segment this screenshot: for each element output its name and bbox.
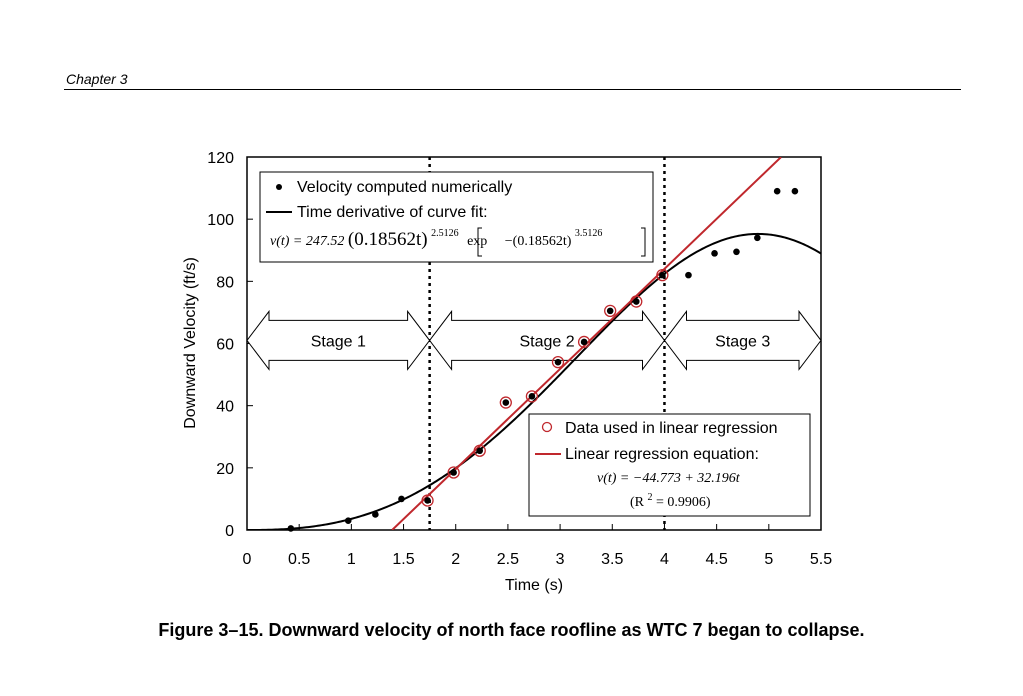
r2-close: = 0.9906)	[656, 495, 711, 510]
legend-open-circle-marker	[541, 421, 553, 433]
x-tick-label: 1	[347, 551, 356, 568]
x-tick-label: 3	[556, 551, 565, 568]
r2-sup: 2	[648, 492, 653, 503]
x-tick-label: 4.5	[706, 551, 728, 568]
regression-point	[551, 355, 565, 369]
regression-point	[604, 304, 617, 318]
data-point	[502, 399, 510, 406]
data-point	[287, 525, 295, 532]
x-tick-label: 5.5	[810, 551, 832, 568]
curve-fit-equation: v(t) = 247.52 (0.18562t) 2.5126 exp −(0.…	[270, 225, 602, 250]
data-point	[424, 497, 431, 504]
regression-point	[447, 466, 460, 479]
header-rule	[64, 89, 961, 90]
x-tick-label: 0	[243, 551, 252, 568]
x-tick-label: 3.5	[601, 551, 623, 568]
x-tick-label: 0.5	[288, 551, 310, 568]
regression-point	[525, 390, 539, 403]
eq-exp2: 3.5126	[575, 228, 603, 239]
stage-arrow	[663, 309, 822, 371]
legend-dot-marker	[276, 184, 282, 190]
eq-exp: exp	[467, 234, 487, 249]
figure-caption: Figure 3–15. Downward velocity of north …	[158, 620, 865, 640]
chapter-header: Chapter 3	[66, 71, 128, 87]
eq-base: (0.18562t)	[348, 229, 428, 250]
data-point	[344, 517, 352, 524]
data-point	[398, 495, 405, 503]
legend-item-velocity: Velocity computed numerically	[297, 179, 512, 196]
eq-inner: −(0.18562t)	[505, 234, 572, 249]
y-tick-label: 20	[216, 461, 234, 478]
y-tick-label: 0	[225, 523, 234, 540]
y-tick-label: 60	[216, 337, 234, 354]
data-point	[372, 511, 379, 518]
r-squared: (R 2 = 0.9906)	[630, 489, 711, 510]
legend-top-box	[259, 171, 654, 263]
points-layer	[287, 187, 799, 532]
data-point	[711, 250, 718, 257]
y-tick-label: 80	[216, 274, 234, 291]
regression-equation: v(t) = −44.773 + 32.196t	[597, 471, 741, 486]
data-point	[476, 447, 484, 455]
axes-layer: 0 0.5 1 1.5 2 2.5 3 3.5 4 4.5 5 5.5 0 20 40 60 80 100 120	[207, 150, 832, 568]
legend-item-curve-fit: Time derivative of curve fit:	[297, 204, 488, 221]
data-point	[580, 338, 588, 346]
x-tick-label: 1.5	[392, 551, 414, 568]
data-point	[685, 271, 692, 279]
data-point	[659, 271, 666, 279]
data-point	[450, 469, 457, 476]
y-axis-label: Downward Velocity (ft/s)	[182, 257, 199, 429]
legend-bottom: Data used in linear regression Linear re…	[528, 413, 811, 517]
regression-point	[473, 444, 486, 457]
regression-point	[630, 295, 643, 308]
regression-point	[577, 335, 591, 349]
data-point	[632, 298, 640, 305]
legend-top: Velocity computed numerically Time deriv…	[259, 171, 654, 263]
regression-point	[499, 396, 512, 409]
data-point	[606, 307, 614, 315]
data-point	[528, 393, 536, 400]
x-tick-label: 2.5	[497, 551, 519, 568]
legend-item-regression-equation: Linear regression equation:	[565, 446, 759, 463]
eq-lhs: v(t) = 247.52	[270, 234, 344, 249]
x-tick-label: 5	[764, 551, 773, 568]
data-point	[773, 187, 781, 195]
legend-bottom-box	[528, 413, 811, 517]
y-tick-label: 40	[216, 399, 234, 416]
data-point	[733, 248, 740, 256]
stage-label: Stage 2	[519, 333, 574, 350]
data-point	[791, 187, 799, 195]
x-tick-label: 2	[451, 551, 460, 568]
data-point	[554, 358, 562, 366]
eq-bracket-left	[477, 227, 482, 257]
regression-point	[656, 268, 669, 282]
data-point	[754, 234, 761, 242]
y-tick-label: 120	[207, 150, 234, 167]
r2-open: (R	[630, 495, 645, 510]
stage-label: Stage 3	[715, 333, 770, 350]
x-tick-label: 4	[660, 551, 669, 568]
regression-point	[421, 494, 434, 507]
stage-label: Stage 1	[311, 333, 366, 350]
eq-bracket-right	[641, 227, 646, 257]
legend-item-regression-data: Data used in linear regression	[565, 420, 778, 437]
eq-exp1: 2.5126	[431, 228, 459, 239]
x-axis-label: Time (s)	[505, 577, 563, 594]
y-tick-label: 100	[207, 212, 234, 229]
